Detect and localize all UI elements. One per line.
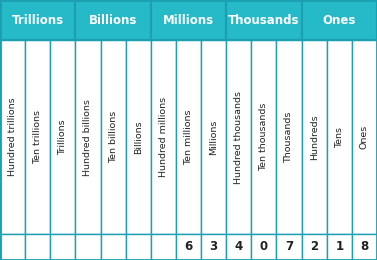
Bar	[75, 40, 101, 234]
Text: Hundred billions: Hundred billions	[83, 99, 92, 176]
Text: 1: 1	[335, 240, 343, 253]
Text: Ten billions: Ten billions	[109, 111, 118, 163]
Text: 8: 8	[360, 240, 369, 253]
Bar	[25, 40, 50, 234]
Text: Ten millions: Ten millions	[184, 109, 193, 165]
Bar	[276, 40, 302, 234]
Text: Trillions: Trillions	[58, 119, 67, 155]
Bar	[302, 234, 327, 260]
Bar	[0, 0, 75, 40]
Bar	[226, 234, 251, 260]
Text: Thousands: Thousands	[285, 112, 294, 163]
Bar	[327, 40, 352, 234]
Text: Billions: Billions	[89, 14, 137, 27]
Bar	[0, 40, 25, 234]
Bar	[276, 234, 302, 260]
Text: Billions: Billions	[134, 120, 143, 154]
Text: Hundred thousands: Hundred thousands	[234, 91, 243, 184]
Bar	[126, 234, 151, 260]
Bar	[251, 40, 276, 234]
Bar	[176, 234, 201, 260]
Bar	[50, 234, 75, 260]
Text: Ones: Ones	[360, 125, 369, 149]
Bar	[302, 0, 377, 40]
Text: 4: 4	[234, 240, 243, 253]
Text: 2: 2	[310, 240, 318, 253]
Text: Thousands: Thousands	[228, 14, 300, 27]
Bar	[251, 234, 276, 260]
Bar	[126, 40, 151, 234]
Bar	[50, 40, 75, 234]
Bar	[151, 0, 226, 40]
Text: 3: 3	[210, 240, 218, 253]
Bar	[101, 40, 126, 234]
Text: 7: 7	[285, 240, 293, 253]
Bar	[151, 234, 176, 260]
Bar	[327, 234, 352, 260]
Text: Hundred trillions: Hundred trillions	[8, 98, 17, 177]
Bar	[201, 234, 226, 260]
Text: Ten trillions: Ten trillions	[33, 110, 42, 164]
Bar	[226, 40, 251, 234]
Bar	[151, 40, 176, 234]
Text: 6: 6	[184, 240, 193, 253]
Text: Tens: Tens	[335, 127, 344, 148]
Text: Trillions: Trillions	[12, 14, 64, 27]
Bar	[352, 40, 377, 234]
Text: Hundred millions: Hundred millions	[159, 97, 168, 177]
Text: Ones: Ones	[323, 14, 356, 27]
Bar	[352, 234, 377, 260]
Text: 0: 0	[260, 240, 268, 253]
Bar	[226, 0, 302, 40]
Bar	[101, 234, 126, 260]
Bar	[0, 234, 25, 260]
Text: Millions: Millions	[163, 14, 214, 27]
Text: Millions: Millions	[209, 119, 218, 155]
Bar	[176, 40, 201, 234]
Bar	[75, 0, 151, 40]
Bar	[302, 40, 327, 234]
Bar	[25, 234, 50, 260]
Text: Ten thousands: Ten thousands	[259, 103, 268, 171]
Bar	[201, 40, 226, 234]
Text: Hundreds: Hundreds	[310, 114, 319, 160]
Bar	[75, 234, 101, 260]
